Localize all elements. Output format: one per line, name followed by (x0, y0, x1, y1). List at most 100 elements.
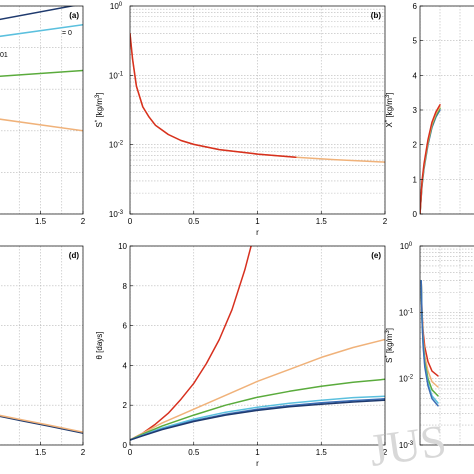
y-tick-label: 10-3 (399, 441, 414, 450)
y-axis-label-bracket: ] (385, 92, 394, 94)
y-axis-label-superscript: 3 (385, 330, 391, 334)
series-group (0, 414, 83, 434)
series-line-orange (0, 118, 83, 132)
y-tick-label: 10-1 (399, 308, 414, 317)
plot-frame (419, 245, 474, 446)
x-tick-label: 1.5 (316, 217, 328, 226)
x-tick-label: 2 (383, 217, 388, 226)
y-axis-label-superscript: * (385, 355, 391, 358)
y-axis-label: θ [days] (95, 331, 104, 359)
panel-label: (d) (69, 251, 80, 260)
series-line-red (130, 246, 252, 441)
x-axis-label: r (256, 228, 259, 237)
watermark-text: JUS (366, 415, 449, 474)
y-axis-label-unit: [kg/m (385, 98, 394, 120)
panel-label: (e) (371, 251, 381, 260)
y-axis-label-superscript: * (95, 119, 101, 122)
x-tick-label: 2 (81, 448, 86, 457)
grid-lines (130, 246, 385, 445)
y-axis-label-unit: [kg/m (95, 98, 104, 120)
y-tick-label: 4 (123, 361, 128, 370)
y-tick-exponent: -1 (118, 71, 124, 77)
x-tick-label: 0 (128, 217, 133, 226)
y-axis-label-unit: [kg/m (385, 333, 394, 355)
series-line-darkblue (0, 6, 76, 21)
y-axis-label: X* [kg/m3] (385, 92, 394, 127)
grid-lines (420, 246, 474, 445)
series-line-orange (130, 338, 385, 441)
series-group (420, 279, 439, 407)
chart-panel-4: 1.5 2 (d) (0, 245, 86, 457)
series-line-darkblue (130, 399, 385, 441)
x-tick-label: 2 (81, 217, 86, 226)
x-tick-label: 2 (383, 448, 388, 457)
y-tick-label: 10-2 (399, 375, 414, 384)
y-tick-exponent: -3 (408, 441, 414, 447)
y-axis-label: S* [kg/m3] (385, 328, 394, 363)
x-tick-label: 1.5 (316, 448, 328, 457)
x-tick-label: 0 (128, 448, 133, 457)
series-line-cyan (0, 23, 83, 38)
plot-area (0, 246, 83, 445)
chart-panel-6: 10-3 10-2 10-1 100 S* [kg/m3] (385, 242, 474, 450)
series-line-darkblue (0, 415, 83, 434)
series-line-green (130, 378, 385, 441)
y-tick-label: 8 (123, 282, 128, 291)
y-tick-label: 10 (118, 242, 127, 251)
legend-annotation-zero: = 0 (62, 30, 72, 37)
x-tick-label: 1.5 (35, 217, 47, 226)
y-axis-label-symbol: X (385, 122, 394, 128)
x-tick-label: 0.5 (188, 217, 200, 226)
y-tick-label: 6 (123, 322, 128, 331)
y-tick-exponent: -2 (118, 141, 124, 147)
y-tick-label: 0 (123, 441, 128, 450)
y-axis-label-bracket: ] (385, 328, 394, 330)
x-tick-label: 1 (255, 217, 260, 226)
y-tick-exponent: -3 (118, 210, 124, 216)
y-axis-label-bracket: ] (95, 92, 104, 94)
y-axis-label-symbol: S (385, 358, 394, 363)
y-tick-label: 3 (413, 106, 418, 115)
y-axis-label-symbol: S (95, 122, 104, 127)
legend-annotation-01: 01 (0, 52, 8, 59)
y-axis-label: S* [kg/m3] (95, 92, 104, 127)
grid-lines (0, 6, 83, 214)
y-tick-label: 10-1 (109, 71, 124, 80)
series-line-red (420, 104, 441, 214)
chart-panel-5: 0 0.5 1 1.5 2 0 2 4 6 8 10 r θ [days] (e) (95, 242, 388, 468)
series-line-blue (420, 279, 439, 407)
grid-lines (420, 6, 474, 214)
series-group (130, 32, 385, 163)
y-tick-exponent: 0 (409, 242, 413, 248)
y-tick-exponent: 0 (119, 2, 123, 8)
y-tick-label: 5 (413, 37, 418, 46)
series-line-red (130, 32, 297, 158)
grid-lines (130, 6, 385, 214)
panel-label: (b) (371, 11, 382, 20)
y-tick-label: 10-3 (109, 210, 124, 219)
y-tick-label: 4 (413, 71, 418, 80)
plot-area (0, 6, 83, 214)
grid-lines (0, 246, 83, 445)
panel-label: (a) (69, 11, 79, 20)
x-tick-label: 1.5 (35, 448, 47, 457)
series-line-green (0, 69, 83, 78)
y-tick-label: 100 (110, 2, 123, 11)
y-tick-label: 10-2 (109, 141, 124, 150)
series-group (420, 104, 441, 214)
y-tick-label: 100 (400, 242, 413, 251)
y-tick-exponent: -2 (408, 375, 414, 381)
plot-area (420, 246, 474, 445)
y-tick-label: 2 (413, 141, 418, 150)
y-tick-label: 1 (413, 175, 418, 184)
series-group (0, 6, 83, 132)
series-group (130, 246, 385, 441)
y-tick-label: 0 (413, 210, 418, 219)
x-tick-label: 0.5 (188, 448, 200, 457)
y-axis-label-superscript: 3 (95, 94, 101, 98)
chart-panel-2: 0 0.5 1 1.5 2 10-3 10-2 10-1 100 r S* [kg/m3] (b) (95, 2, 388, 237)
y-tick-label: 2 (123, 401, 128, 410)
plot-area (130, 6, 385, 214)
